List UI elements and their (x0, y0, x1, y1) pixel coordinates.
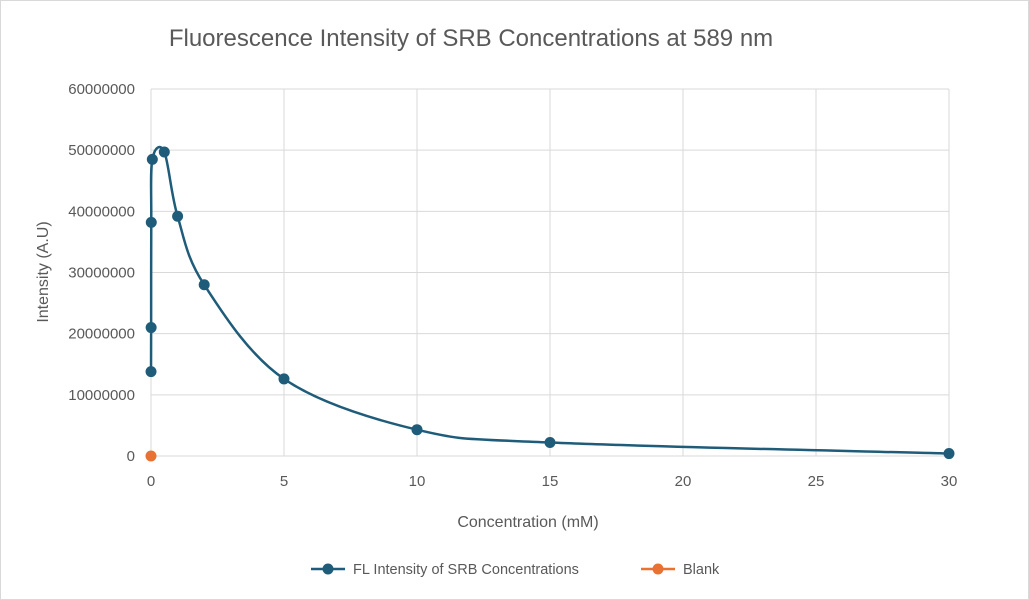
series-blank (145, 450, 157, 462)
data-point (943, 448, 955, 460)
x-tick-label: 25 (808, 473, 825, 490)
y-tick-label: 50000000 (68, 142, 135, 159)
data-point (145, 322, 157, 334)
x-tick-labels: 0 5 10 15 20 25 30 (147, 473, 958, 490)
y-tick-label: 30000000 (68, 265, 135, 282)
legend-item: FL Intensity of SRB Concentrations (311, 562, 579, 578)
x-tick-label: 0 (147, 473, 155, 490)
legend-label: Blank (683, 562, 720, 578)
data-point (145, 366, 157, 378)
data-point (146, 153, 158, 165)
y-tick-labels: 0 10000000 20000000 30000000 40000000 5000000… (68, 81, 135, 465)
legend-item: Blank (641, 562, 720, 578)
legend-label: FL Intensity of SRB Concentrations (353, 562, 579, 578)
x-tick-label: 15 (542, 473, 559, 490)
x-tick-label: 30 (941, 473, 958, 490)
x-tick-label: 10 (409, 473, 426, 490)
data-point (145, 450, 157, 462)
chart-title: Fluorescence Intensity of SRB Concentrat… (169, 25, 773, 52)
x-tick-label: 20 (675, 473, 692, 490)
data-point (411, 424, 423, 436)
data-point (172, 210, 184, 222)
y-axis-title: Intensity (A.U) (35, 221, 52, 322)
series-layer (145, 145, 955, 462)
data-point (145, 216, 157, 228)
data-point (158, 146, 170, 158)
y-tick-label: 20000000 (68, 326, 135, 343)
data-point (278, 373, 290, 385)
y-tick-label: 0 (127, 448, 135, 465)
x-tick-label: 5 (280, 473, 288, 490)
x-axis-title: Concentration (mM) (457, 514, 598, 531)
y-tick-label: 60000000 (68, 81, 135, 98)
data-point (198, 279, 210, 291)
y-tick-label: 40000000 (68, 203, 135, 220)
grid-layer (150, 88, 950, 457)
y-tick-label: 10000000 (68, 387, 135, 404)
series-fl-intensity (145, 145, 955, 460)
data-point (544, 437, 556, 449)
legend-swatch-marker (322, 563, 334, 575)
legend-swatch-marker (652, 563, 664, 575)
legend: FL Intensity of SRB Concentrations Blank (311, 562, 720, 578)
